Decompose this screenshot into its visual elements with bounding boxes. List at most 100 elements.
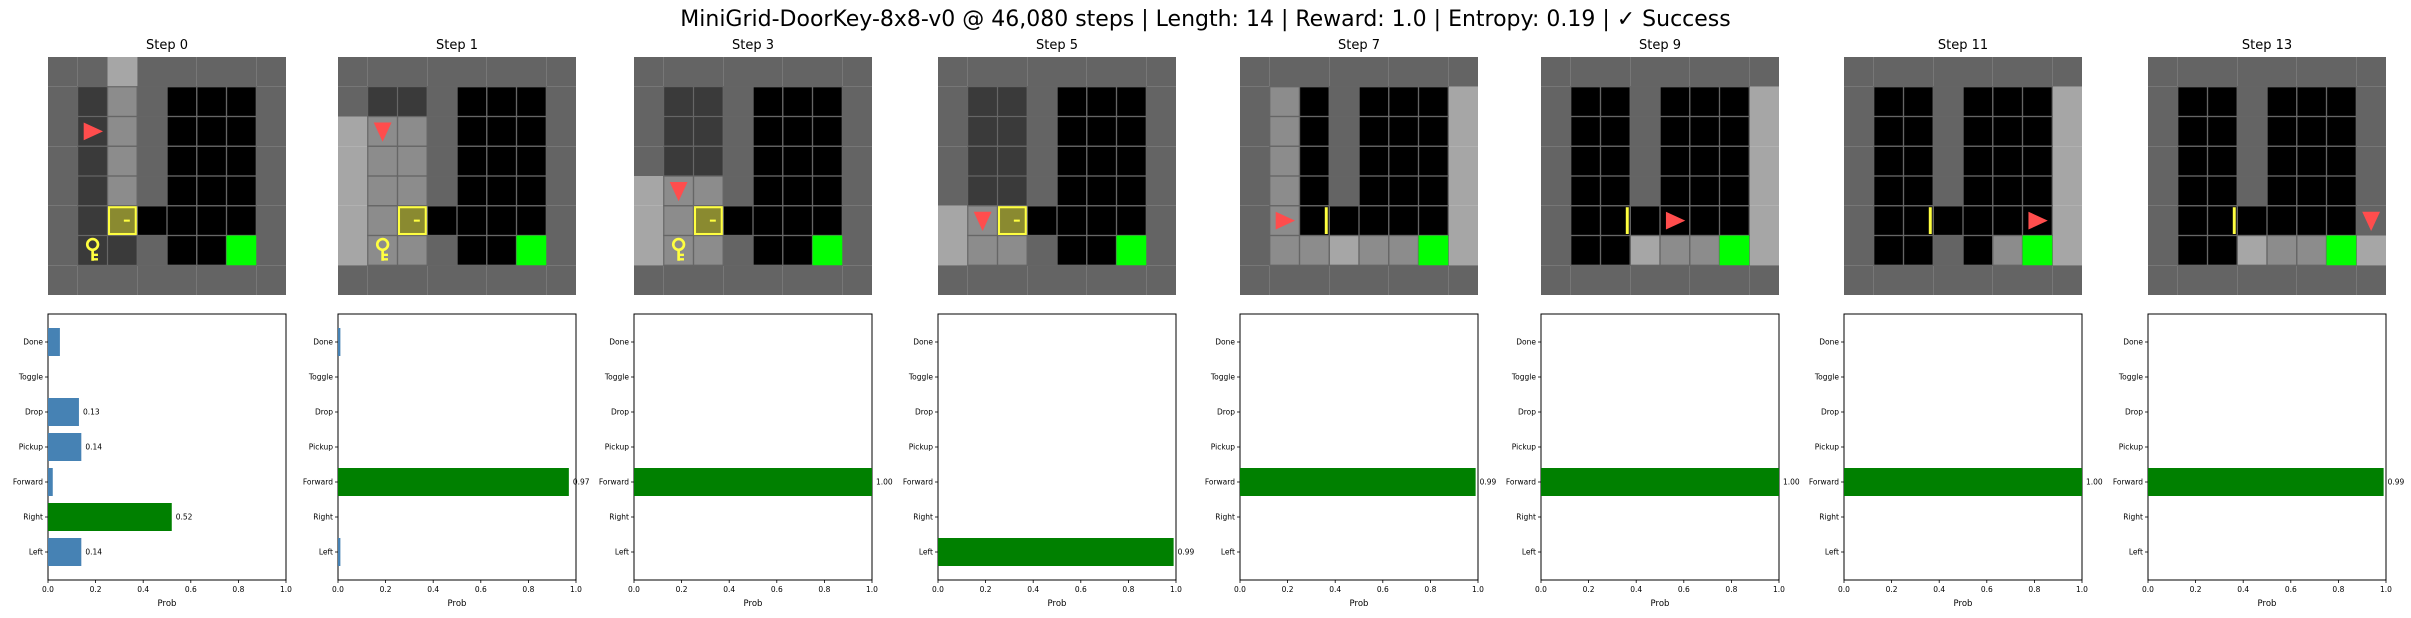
- wall-cell: [546, 235, 576, 266]
- y-tick-label: Toggle: [308, 373, 334, 382]
- wall-cell: [1329, 235, 1359, 266]
- prob-bar: [1541, 468, 1779, 496]
- y-tick-label: Right: [1819, 513, 1839, 522]
- wall-cell: [2148, 235, 2178, 266]
- floor-cell: [196, 205, 227, 236]
- floor-cell: [1660, 86, 1690, 117]
- floor-cell: [693, 235, 724, 266]
- wall-cell: [137, 146, 167, 176]
- wall-cell: [1388, 57, 1419, 87]
- wall-cell: [48, 146, 78, 176]
- x-tick-label: 0.4: [137, 585, 149, 594]
- action-prob-chart: Left Right Forward 0.97 Pickup Drop Toggle Done…: [303, 313, 590, 609]
- agent-triangle-icon: [669, 181, 688, 202]
- floor-cell: [1963, 235, 1993, 266]
- floor-cell: [1418, 176, 1449, 206]
- seen-floor-cell: [998, 117, 1027, 146]
- wall-cell: [516, 265, 547, 295]
- x-tick-label: 0.2: [90, 585, 102, 594]
- wall-cell: [997, 265, 1028, 295]
- floor-cell: [1116, 86, 1147, 117]
- wall-cell: [1630, 116, 1660, 147]
- floor-cell: [516, 146, 547, 176]
- y-tick-label: Pickup: [909, 443, 933, 452]
- wall-cell: [1146, 86, 1176, 117]
- floor-cell: [226, 205, 257, 236]
- wall-cell: [1749, 116, 1779, 147]
- wall-cell: [1749, 57, 1779, 87]
- goal-square: [1116, 235, 1147, 266]
- y-tick-label: Left: [919, 548, 933, 557]
- y-tick-label: Done: [1516, 338, 1536, 347]
- seen-floor-cell: [998, 87, 1027, 116]
- wall-cell: [634, 265, 664, 295]
- floor-cell: [2022, 116, 2053, 147]
- floor-cell: [2296, 205, 2327, 236]
- wall-cell: [2237, 176, 2267, 206]
- action-prob-chart: Left 0.14 Right 0.52 Forward Pickup 0.14 Drop 0.…: [13, 313, 292, 609]
- x-tick-label: 1.0: [280, 585, 292, 594]
- floor-cell: [782, 176, 813, 206]
- seen-floor-cell: [968, 87, 997, 116]
- locked-door: [107, 206, 137, 236]
- floor-cell: [753, 205, 783, 236]
- x-axis-label: Prob: [1954, 599, 1973, 609]
- floor-cell: [1600, 116, 1631, 147]
- wall-cell: [1933, 116, 1963, 147]
- wall-cell: [48, 176, 78, 206]
- wall-cell: [546, 176, 576, 206]
- wall-cell: [256, 146, 286, 176]
- wall-cell: [48, 265, 78, 295]
- grid-world-image: [338, 57, 576, 295]
- seen-floor-cell: [78, 87, 107, 116]
- wall-cell: [1933, 146, 1963, 176]
- step-title: Step 9: [1638, 38, 1681, 53]
- goal-square: [516, 235, 547, 266]
- wall-cell: [1146, 176, 1176, 206]
- seen-floor-cell: [968, 146, 997, 176]
- axes-frame: [337, 313, 577, 581]
- wall-cell: [782, 57, 813, 87]
- grid-world-image: [938, 57, 1176, 295]
- x-tick-label: 0.8: [2332, 585, 2344, 594]
- floor-cell: [167, 235, 197, 266]
- floor-cell: [1873, 205, 1904, 236]
- floor-cell: [2207, 86, 2238, 117]
- wall-cell: [2356, 265, 2386, 295]
- y-tick-label: Right: [1516, 513, 1536, 522]
- wall-cell: [723, 235, 753, 266]
- wall-cell: [842, 235, 872, 266]
- x-tick-label: 0.8: [522, 585, 534, 594]
- action-prob-chart: Left Right Forward 1.00 Pickup Drop Toggle Done…: [1506, 313, 1800, 609]
- floor-cell: [1963, 176, 1993, 206]
- floor-cell: [1873, 176, 1904, 206]
- wall-cell: [2022, 57, 2053, 87]
- floor-cell: [812, 176, 843, 206]
- floor-cell: [1903, 235, 1934, 266]
- wall-cell: [693, 265, 724, 295]
- wall-cell: [1749, 86, 1779, 117]
- wall-cell: [338, 86, 368, 117]
- wall-cell: [1027, 265, 1057, 295]
- wall-cell: [367, 265, 398, 295]
- floor-cell: [226, 176, 257, 206]
- action-prob-chart: Left 0.99 Right Forward Pickup Drop Toggle Done…: [903, 313, 1195, 609]
- bar-value-label: 0.14: [85, 443, 102, 452]
- wall-cell: [1992, 265, 2023, 295]
- y-tick-label: Drop: [315, 408, 333, 417]
- wall-cell: [753, 57, 783, 87]
- floor-cell: [1057, 235, 1087, 266]
- seen-floor-cell: [664, 117, 693, 146]
- x-axis-label: Prob: [448, 599, 467, 609]
- floor-cell: [1388, 205, 1419, 236]
- wall-cell: [723, 146, 753, 176]
- wall-cell: [196, 57, 227, 87]
- wall-cell: [256, 116, 286, 147]
- wall-cell: [1329, 146, 1359, 176]
- floor-cell: [1660, 176, 1690, 206]
- y-tick-label: Right: [2123, 513, 2143, 522]
- floor-cell: [1359, 176, 1389, 206]
- wall-cell: [2148, 176, 2178, 206]
- wall-cell: [2356, 235, 2386, 266]
- x-tick-label: 1.0: [866, 585, 878, 594]
